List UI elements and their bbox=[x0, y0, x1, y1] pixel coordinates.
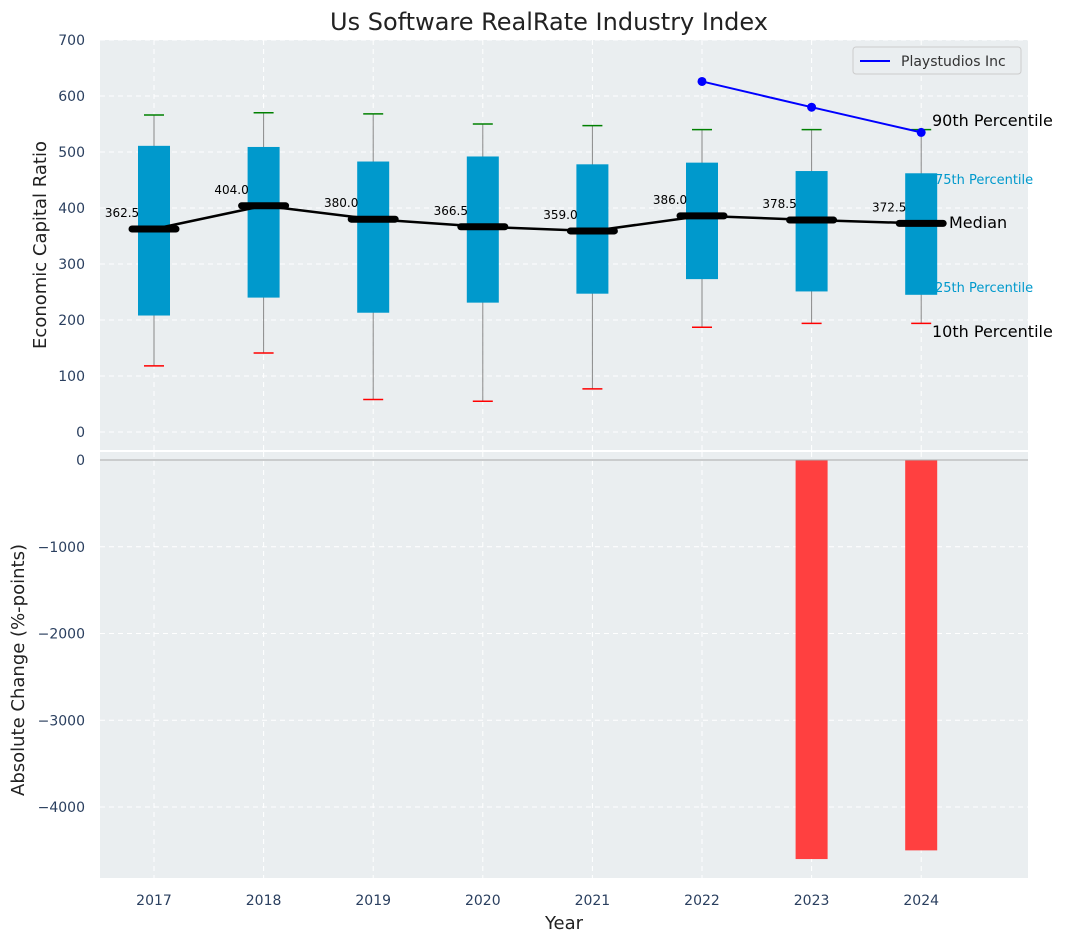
legend-label: Playstudios Inc bbox=[901, 54, 1006, 70]
median-value-label: 372.5 bbox=[872, 200, 906, 214]
bottom-y-tick-label: −1000 bbox=[38, 540, 85, 556]
top-y-tick-label: 700 bbox=[58, 33, 85, 49]
bottom-plot-area bbox=[100, 452, 1028, 878]
bottom-y-ticks: 0 −1000 −2000 −3000 −4000 bbox=[38, 453, 85, 816]
p90-annotation: 90th Percentile bbox=[932, 111, 1053, 130]
bottom-y-tick-label: −2000 bbox=[38, 627, 85, 643]
top-y-tick-label: 500 bbox=[58, 145, 85, 161]
bottom-y-tick-label: −4000 bbox=[38, 800, 85, 816]
p25-annotation: 25th Percentile bbox=[935, 281, 1033, 296]
top-y-tick-label: 400 bbox=[58, 201, 85, 217]
top-y-ticks: 0 100 200 300 400 500 600 700 bbox=[58, 33, 85, 441]
iqr-box bbox=[357, 161, 390, 313]
median-value-label: 404.0 bbox=[214, 183, 248, 197]
x-tick-label: 2022 bbox=[684, 893, 720, 909]
x-tick-label: 2021 bbox=[575, 893, 611, 909]
change-bars bbox=[795, 460, 938, 860]
x-axis-label: Year bbox=[544, 913, 584, 934]
x-tick-label: 2024 bbox=[903, 893, 939, 909]
top-y-tick-label: 0 bbox=[76, 425, 85, 441]
legend-box bbox=[852, 46, 1022, 75]
change-bar bbox=[795, 460, 828, 860]
x-tick-label: 2017 bbox=[136, 893, 172, 909]
bottom-y-tick-label: −3000 bbox=[38, 713, 85, 729]
p10-annotation: 10th Percentile bbox=[932, 322, 1053, 341]
median-annotation: Median bbox=[949, 213, 1007, 232]
company-series-point bbox=[916, 127, 926, 137]
median-value-label: 366.5 bbox=[434, 204, 468, 218]
iqr-box bbox=[905, 173, 938, 295]
chart-title: Us Software RealRate Industry Index bbox=[330, 8, 768, 36]
legend: Playstudios Inc bbox=[852, 46, 1022, 75]
company-series-point bbox=[807, 102, 817, 112]
x-tick-label: 2018 bbox=[246, 893, 282, 909]
iqr-box bbox=[795, 171, 828, 292]
median-value-label: 362.5 bbox=[105, 206, 139, 220]
x-tick-label: 2019 bbox=[355, 893, 391, 909]
top-y-tick-label: 300 bbox=[58, 257, 85, 273]
iqr-box bbox=[686, 162, 718, 280]
iqr-box bbox=[247, 146, 280, 298]
company-series-point bbox=[697, 76, 707, 86]
top-y-tick-label: 600 bbox=[58, 89, 85, 105]
top-plot-area bbox=[100, 40, 1028, 450]
median-value-label: 378.5 bbox=[762, 197, 796, 211]
x-ticks: 2017 2018 2019 2020 2021 2022 2023 2024 bbox=[136, 893, 939, 909]
bottom-y-axis-label: Absolute Change (%-points) bbox=[8, 544, 29, 796]
change-bar bbox=[905, 460, 938, 851]
top-y-tick-label: 100 bbox=[58, 369, 85, 385]
median-value-label: 386.0 bbox=[653, 193, 687, 207]
median-value-label: 359.0 bbox=[543, 208, 577, 222]
x-tick-label: 2023 bbox=[794, 893, 830, 909]
top-y-axis-label: Economic Capital Ratio bbox=[30, 141, 51, 349]
median-value-label: 380.0 bbox=[324, 196, 358, 210]
bottom-y-tick-label: 0 bbox=[76, 453, 85, 469]
top-y-tick-label: 200 bbox=[58, 313, 85, 329]
x-tick-label: 2020 bbox=[465, 893, 501, 909]
p75-annotation: 75th Percentile bbox=[935, 173, 1033, 188]
box-plot-series: 362.5 404.0 380.0 366.5 359.0 386.0 378.5 372.5 bbox=[105, 76, 947, 402]
percentile-annotations: 90th Percentile 75th Percentile Median 2… bbox=[932, 111, 1053, 341]
